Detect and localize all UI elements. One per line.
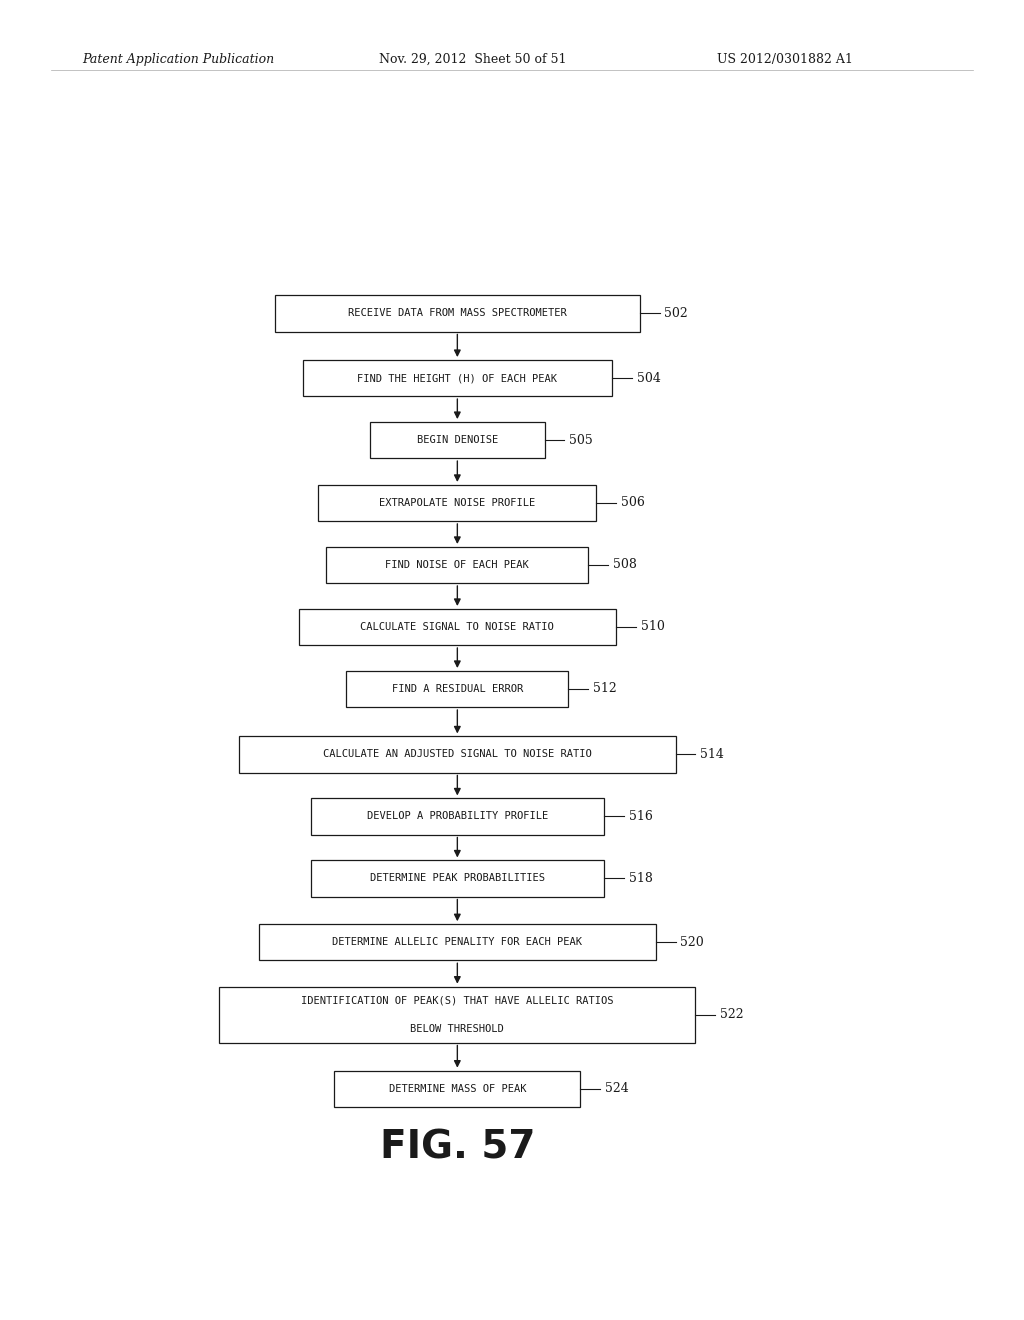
- FancyBboxPatch shape: [310, 861, 604, 896]
- Text: 512: 512: [593, 682, 616, 696]
- Text: Nov. 29, 2012  Sheet 50 of 51: Nov. 29, 2012 Sheet 50 of 51: [379, 53, 566, 66]
- FancyBboxPatch shape: [370, 422, 545, 458]
- Text: DETERMINE MASS OF PEAK: DETERMINE MASS OF PEAK: [388, 1084, 526, 1094]
- Text: CALCULATE SIGNAL TO NOISE RATIO: CALCULATE SIGNAL TO NOISE RATIO: [360, 622, 554, 632]
- Text: 514: 514: [700, 748, 724, 760]
- Text: DETERMINE ALLELIC PENALITY FOR EACH PEAK: DETERMINE ALLELIC PENALITY FOR EACH PEAK: [333, 937, 583, 948]
- FancyBboxPatch shape: [299, 609, 616, 645]
- Text: EXTRAPOLATE NOISE PROFILE: EXTRAPOLATE NOISE PROFILE: [379, 498, 536, 508]
- FancyBboxPatch shape: [219, 986, 695, 1043]
- Text: IDENTIFICATION OF PEAK(S) THAT HAVE ALLELIC RATIOS: IDENTIFICATION OF PEAK(S) THAT HAVE ALLE…: [301, 995, 613, 1006]
- Text: US 2012/0301882 A1: US 2012/0301882 A1: [717, 53, 853, 66]
- Text: 522: 522: [720, 1008, 743, 1022]
- Text: 506: 506: [621, 496, 645, 510]
- Text: FIND NOISE OF EACH PEAK: FIND NOISE OF EACH PEAK: [385, 560, 529, 570]
- Text: Patent Application Publication: Patent Application Publication: [82, 53, 274, 66]
- Text: 520: 520: [680, 936, 705, 949]
- FancyBboxPatch shape: [346, 671, 568, 708]
- FancyBboxPatch shape: [239, 737, 676, 772]
- Text: DETERMINE PEAK PROBABILITIES: DETERMINE PEAK PROBABILITIES: [370, 874, 545, 883]
- FancyBboxPatch shape: [318, 484, 596, 521]
- FancyBboxPatch shape: [259, 924, 655, 961]
- Text: 518: 518: [629, 873, 652, 884]
- Text: 524: 524: [605, 1082, 629, 1096]
- FancyBboxPatch shape: [274, 296, 640, 331]
- FancyBboxPatch shape: [303, 360, 612, 396]
- Text: CALCULATE AN ADJUSTED SIGNAL TO NOISE RATIO: CALCULATE AN ADJUSTED SIGNAL TO NOISE RA…: [323, 750, 592, 759]
- Text: FIND THE HEIGHT (H) OF EACH PEAK: FIND THE HEIGHT (H) OF EACH PEAK: [357, 374, 557, 383]
- Text: BELOW THRESHOLD: BELOW THRESHOLD: [411, 1023, 504, 1034]
- FancyBboxPatch shape: [310, 799, 604, 834]
- Text: BEGIN DENOISE: BEGIN DENOISE: [417, 436, 498, 445]
- Text: FIND A RESIDUAL ERROR: FIND A RESIDUAL ERROR: [392, 684, 523, 694]
- Text: 502: 502: [665, 308, 688, 319]
- FancyBboxPatch shape: [334, 1071, 581, 1106]
- Text: 508: 508: [613, 558, 637, 572]
- Text: 510: 510: [641, 620, 665, 634]
- Text: 505: 505: [569, 433, 593, 446]
- Text: FIG. 57: FIG. 57: [380, 1129, 536, 1167]
- Text: 516: 516: [629, 810, 652, 822]
- Text: DEVELOP A PROBABILITY PROFILE: DEVELOP A PROBABILITY PROFILE: [367, 812, 548, 821]
- Text: 504: 504: [637, 371, 660, 384]
- Text: RECEIVE DATA FROM MASS SPECTROMETER: RECEIVE DATA FROM MASS SPECTROMETER: [348, 309, 566, 318]
- FancyBboxPatch shape: [327, 546, 588, 583]
